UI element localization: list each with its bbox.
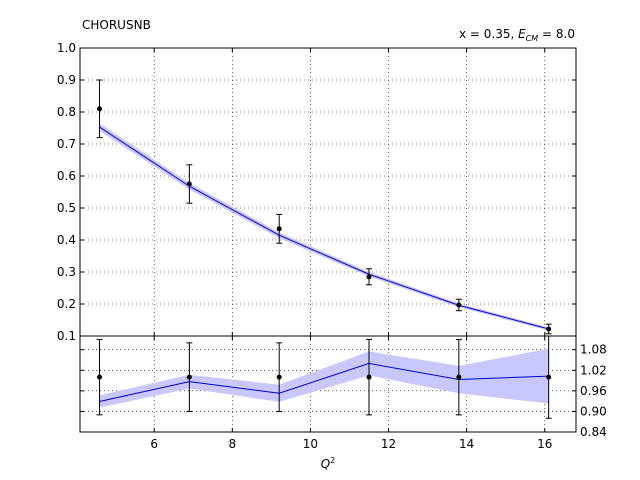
xtick-label: 14: [459, 437, 474, 451]
ratio-ytick-label: 0.90: [580, 404, 607, 418]
ratio-data-point: [545, 335, 552, 419]
main-grid: [80, 48, 576, 336]
ratio-marker: [366, 374, 372, 380]
ratio-data-point: [276, 342, 283, 412]
main-marker: [276, 226, 282, 232]
ratio-marker: [546, 374, 552, 380]
ratio-panel: 0.84 0.90 0.96 1.02 1.08 6 8 10 12 14 16: [79, 335, 607, 451]
x-axis-label: Q2: [321, 456, 336, 471]
ratio-data-point: [455, 338, 462, 416]
main-ytick-label: 0.4: [57, 233, 76, 247]
main-theory-band: [99, 123, 549, 331]
main-ytick-label: 0.8: [57, 105, 76, 119]
ratio-ytick-label: 0.84: [580, 425, 607, 439]
main-ytick-label: 0.5: [57, 201, 76, 215]
xtick-label: 10: [303, 437, 318, 451]
ratio-ytick-label: 0.96: [580, 384, 607, 398]
main-ytick-label: 0.1: [57, 329, 76, 343]
main-ytick-label: 0.7: [57, 137, 76, 151]
xtick-label: 8: [228, 437, 236, 451]
xtick-label: 6: [150, 437, 158, 451]
main-ytick-label: 1.0: [57, 41, 76, 55]
ratio-ytick-label: 1.08: [580, 343, 607, 357]
ratio-marker: [456, 374, 462, 380]
ratio-ytick-labels: 0.84 0.90 0.96 1.02 1.08: [580, 343, 607, 439]
chart-title-right: x = 0.35, ECM = 8.0: [459, 27, 575, 43]
main-panel: 0.1 0.2 0.3 0.4 0.5 0.6 0.7 0.8 0.9 1.0: [57, 41, 577, 343]
xtick-labels: 6 8 10 12 14 16: [150, 437, 552, 451]
ratio-frame: [79, 335, 577, 433]
main-ytick-label: 0.9: [57, 73, 76, 87]
main-marker: [97, 106, 103, 112]
main-ytick-label: 0.6: [57, 169, 76, 183]
main-theory-line: [99, 126, 549, 330]
main-marker: [186, 181, 192, 187]
main-ytick-label: 0.3: [57, 265, 76, 279]
main-data-point: [186, 164, 193, 204]
main-data-points: [96, 79, 552, 335]
ratio-marker: [276, 374, 282, 380]
main-ytick-labels: 0.1 0.2 0.3 0.4 0.5 0.6 0.7 0.8 0.9 1.0: [57, 41, 76, 343]
xtick-label: 16: [537, 437, 552, 451]
ratio-data-point: [366, 338, 373, 416]
main-data-point: [366, 268, 373, 286]
ratio-theory-line: [99, 362, 549, 402]
xtick-label: 12: [381, 437, 396, 451]
main-marker: [366, 274, 372, 280]
main-ytick-label: 0.2: [57, 297, 76, 311]
ratio-ticks: [80, 336, 576, 433]
ratio-data-point: [186, 342, 193, 412]
main-marker: [546, 326, 552, 332]
ratio-marker: [186, 374, 192, 380]
ratio-ytick-label: 1.02: [580, 363, 607, 377]
main-data-point: [276, 213, 283, 244]
chart-title-left: CHORUSNB: [82, 18, 151, 32]
ratio-marker: [97, 374, 103, 380]
main-data-point: [455, 298, 462, 312]
main-data-point: [96, 79, 103, 139]
ratio-data-points: [96, 335, 552, 419]
ratio-data-point: [96, 338, 103, 416]
main-marker: [456, 302, 462, 308]
main-data-point: [545, 323, 552, 335]
